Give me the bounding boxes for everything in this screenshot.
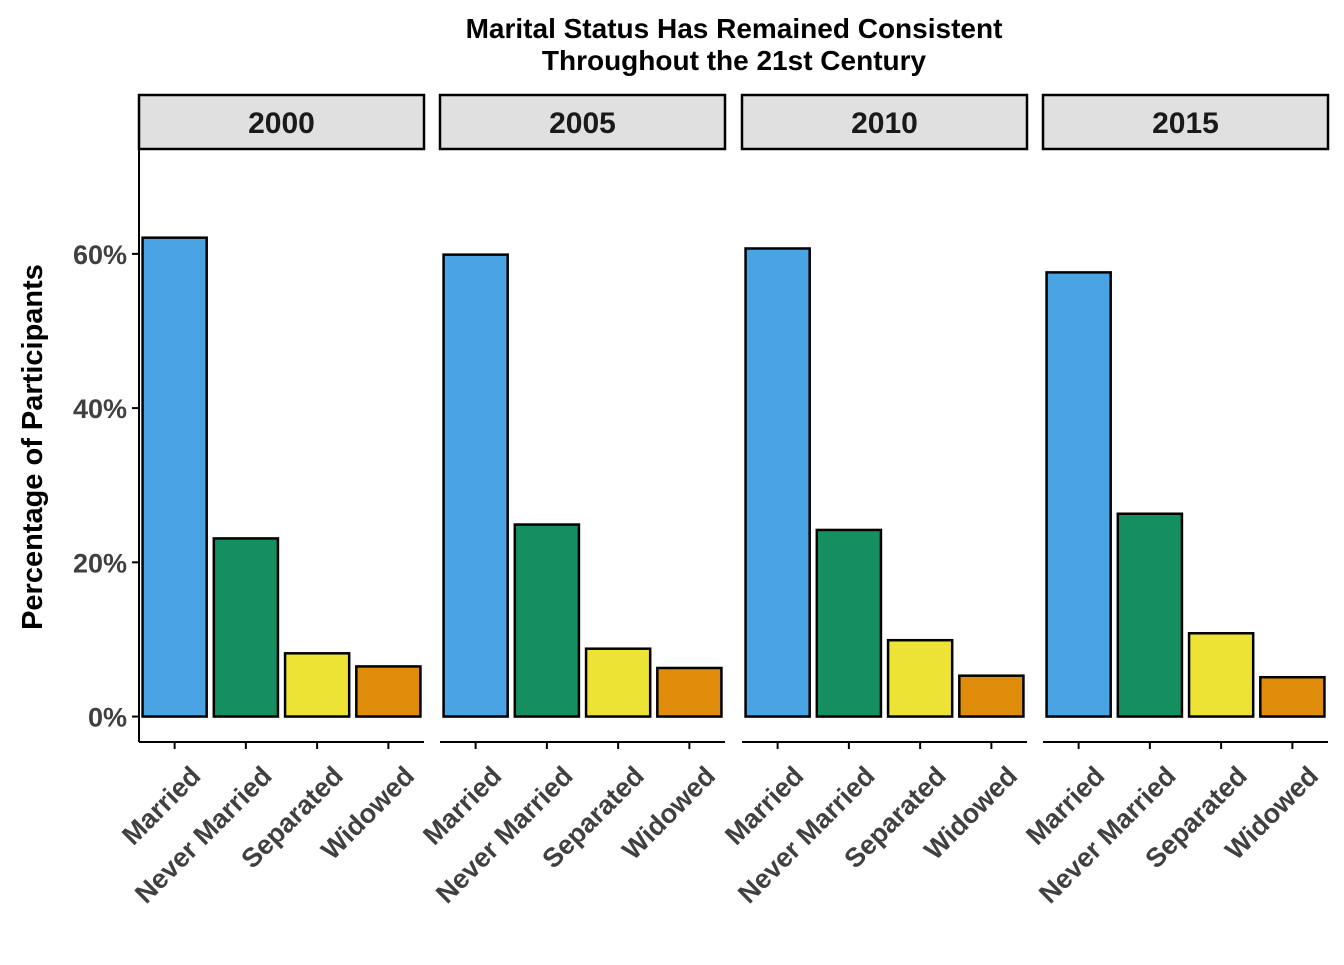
bar-widowed: [1259, 675, 1326, 718]
bar-separated: [886, 638, 954, 718]
bar-never-married: [513, 523, 581, 718]
bar-married: [1045, 271, 1112, 718]
bar-married: [744, 247, 811, 718]
bar-never-married: [815, 528, 883, 718]
y-axis-title: Percentage of Participants: [17, 264, 49, 630]
bar-widowed: [355, 665, 422, 718]
bar-widowed: [656, 666, 723, 718]
bar-married: [141, 236, 208, 718]
facet-strip-label: 2010: [851, 107, 918, 140]
y-tick-label: 0%: [88, 703, 127, 733]
bar-separated: [1187, 632, 1255, 718]
bar-separated: [283, 652, 351, 718]
facet-strip-label: 2005: [549, 107, 616, 140]
facet-strip: [1041, 93, 1330, 151]
facet-strip: [137, 93, 426, 151]
y-tick-label: 20%: [73, 548, 127, 578]
bar-widowed: [958, 674, 1025, 718]
facet-strip-label: 2015: [1152, 107, 1219, 140]
y-tick-label: 40%: [73, 394, 127, 424]
chart-title-line: Throughout the 21st Century: [542, 45, 927, 76]
facet-strip: [438, 93, 727, 151]
bar-married: [442, 253, 509, 718]
y-axis: 0% 20% 40% 60%: [73, 149, 140, 742]
chart-title: Marital Status Has Remained ConsistentTh…: [466, 13, 1003, 76]
y-tick-label: 60%: [73, 240, 127, 270]
bar-never-married: [1116, 512, 1184, 718]
bar-separated: [584, 647, 652, 718]
facet-strip: [740, 93, 1029, 151]
chart-title-line: Marital Status Has Remained Consistent: [466, 13, 1003, 44]
facet-strip-label: 2000: [248, 107, 315, 140]
bar-never-married: [212, 537, 280, 718]
